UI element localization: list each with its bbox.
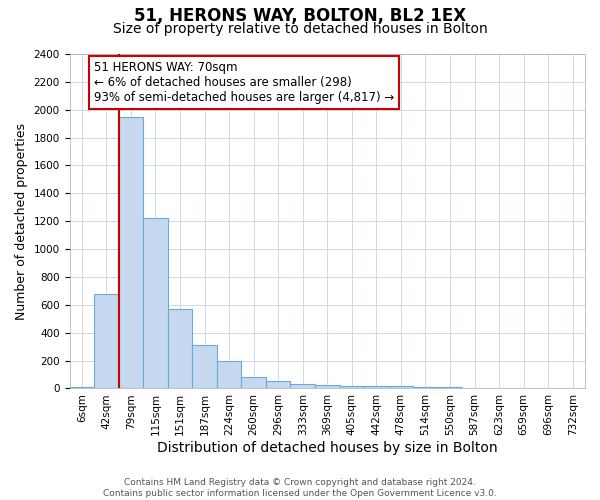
Bar bbox=[438, 387, 462, 388]
Bar bbox=[364, 386, 389, 388]
Bar bbox=[315, 385, 340, 388]
Y-axis label: Number of detached properties: Number of detached properties bbox=[15, 122, 28, 320]
Bar bbox=[241, 376, 266, 388]
Bar bbox=[266, 382, 290, 388]
Bar bbox=[340, 386, 364, 388]
Bar bbox=[413, 387, 438, 388]
Bar bbox=[168, 309, 192, 388]
Bar bbox=[389, 386, 413, 388]
Text: 51, HERONS WAY, BOLTON, BL2 1EX: 51, HERONS WAY, BOLTON, BL2 1EX bbox=[134, 8, 466, 26]
Text: 51 HERONS WAY: 70sqm
← 6% of detached houses are smaller (298)
93% of semi-detac: 51 HERONS WAY: 70sqm ← 6% of detached ho… bbox=[94, 61, 394, 104]
Bar bbox=[192, 346, 217, 389]
Bar bbox=[290, 384, 315, 388]
Text: Contains HM Land Registry data © Crown copyright and database right 2024.
Contai: Contains HM Land Registry data © Crown c… bbox=[103, 478, 497, 498]
Bar bbox=[143, 218, 168, 388]
Bar bbox=[94, 294, 119, 388]
Bar bbox=[70, 387, 94, 388]
Bar bbox=[119, 116, 143, 388]
Bar bbox=[217, 360, 241, 388]
X-axis label: Distribution of detached houses by size in Bolton: Distribution of detached houses by size … bbox=[157, 441, 497, 455]
Text: Size of property relative to detached houses in Bolton: Size of property relative to detached ho… bbox=[113, 22, 487, 36]
